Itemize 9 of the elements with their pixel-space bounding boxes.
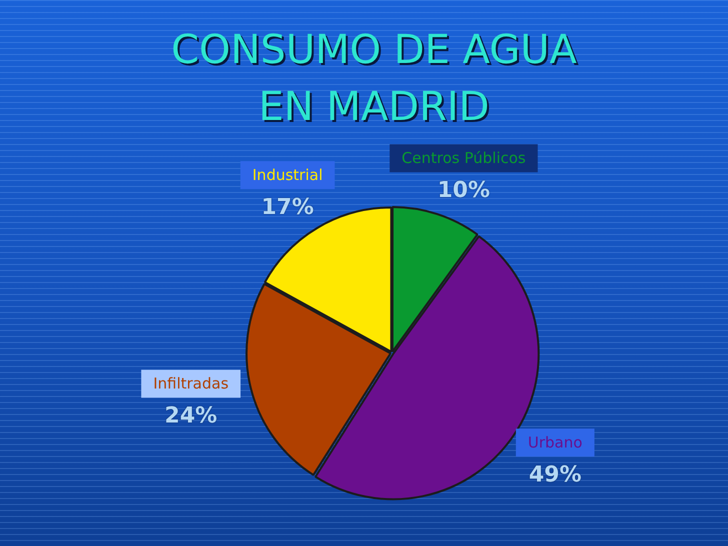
- data-label: 10%: [437, 178, 490, 203]
- data-label: 24%: [164, 403, 218, 428]
- slice-label: Infiltradas: [153, 374, 229, 393]
- chart-title: CONSUMO DE AGUA EN MADRID: [170, 26, 578, 132]
- data-label: 17%: [261, 194, 314, 220]
- slice-label: Industrial: [252, 166, 323, 184]
- slice-label: Centros Públicos: [402, 149, 526, 168]
- data-label: 49%: [528, 462, 582, 488]
- slice-label: Urbano: [528, 434, 582, 452]
